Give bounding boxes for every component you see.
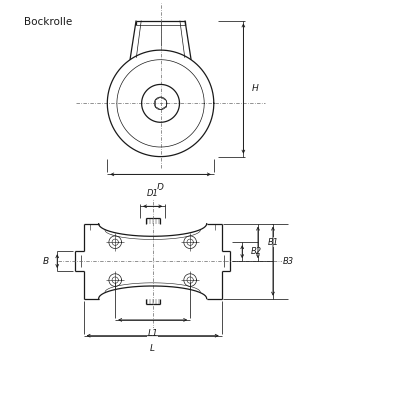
Text: B1: B1 bbox=[268, 238, 279, 247]
Text: B3: B3 bbox=[283, 257, 294, 266]
Text: L1: L1 bbox=[147, 328, 158, 338]
Text: H: H bbox=[252, 84, 259, 93]
Text: B: B bbox=[42, 257, 48, 266]
Text: B2: B2 bbox=[251, 247, 262, 256]
Text: D: D bbox=[157, 183, 164, 192]
Text: L: L bbox=[150, 344, 155, 353]
Text: Bockrolle: Bockrolle bbox=[24, 16, 73, 26]
Text: D1: D1 bbox=[147, 190, 159, 198]
